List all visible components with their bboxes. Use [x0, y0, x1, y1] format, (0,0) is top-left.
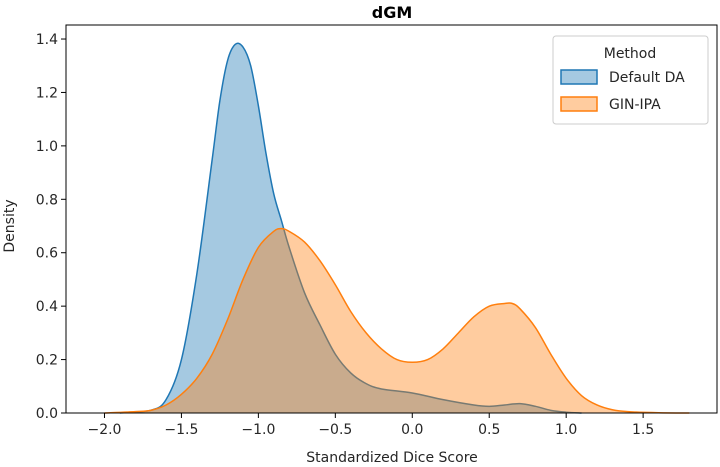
- legend-items: Default DA GIN-IPA: [560, 69, 685, 113]
- x-tick-label: −1.5: [164, 422, 198, 438]
- area-fill-series-2: [104, 228, 690, 413]
- y-tick-label: 1.0: [36, 139, 58, 155]
- legend: Method Default DA GIN-IPA: [552, 35, 709, 125]
- y-tick-label: 1.2: [36, 85, 58, 101]
- y-tick-label: 0.2: [36, 353, 58, 369]
- x-axis-label: Standardized Dice Score: [306, 450, 478, 466]
- x-tick-label: 0.0: [401, 422, 423, 438]
- x-tick-label: −0.5: [318, 422, 352, 438]
- x-tick-label: 1.5: [632, 422, 654, 438]
- chart-title: dGM: [372, 3, 413, 22]
- y-axis-label: Density: [2, 199, 18, 252]
- x-tick-label: −1.0: [241, 422, 275, 438]
- y-tick-label: 1.4: [36, 32, 58, 48]
- legend-box: [552, 35, 709, 125]
- x-tick-label: 1.0: [555, 422, 577, 438]
- area-fill-series-1: [119, 43, 582, 413]
- legend-title: Method: [604, 46, 657, 62]
- y-tick-label: 0.0: [36, 406, 58, 422]
- density-line-series-2: [104, 227, 690, 414]
- x-tick-label: 0.5: [478, 422, 500, 438]
- y-axis: 0.0 0.2 0.4 0.6 0.8 1.0 1.2 1.4: [36, 32, 66, 422]
- y-tick-label: 0.4: [36, 299, 58, 315]
- legend-label-series-1: Default DA: [609, 70, 685, 86]
- legend-swatch-series-2: [560, 96, 598, 112]
- x-tick-label: −2.0: [87, 422, 121, 438]
- plot-frame: [65, 24, 718, 414]
- density-line-series-1: [119, 42, 582, 414]
- x-axis: −2.0 −1.5 −1.0 −0.5 0.0 0.5 1.0 1.5: [87, 413, 654, 438]
- legend-swatch-series-1: [560, 69, 598, 85]
- y-tick-label: 0.8: [36, 192, 58, 208]
- legend-label-series-2: GIN-IPA: [609, 97, 661, 113]
- y-tick-label: 0.6: [36, 246, 58, 262]
- density-areas: [104, 42, 690, 414]
